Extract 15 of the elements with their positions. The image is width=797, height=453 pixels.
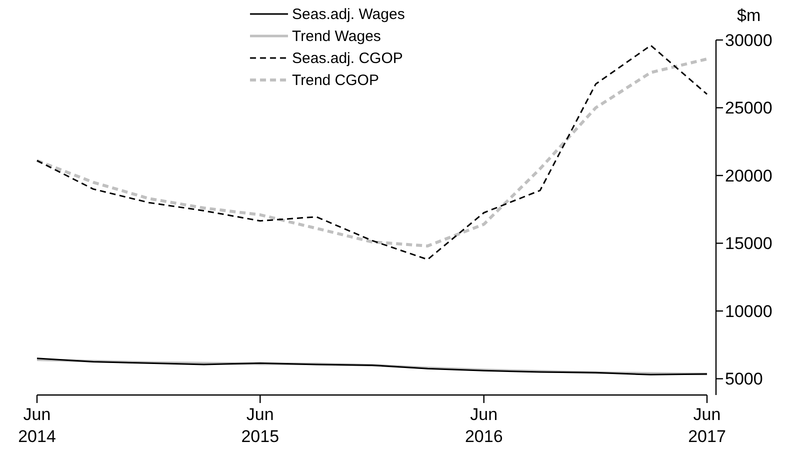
legend-label: Seas.adj. CGOP bbox=[292, 50, 403, 67]
x-tick-label: Jun 2014 bbox=[18, 405, 56, 446]
x-tick-label: Jun 2017 bbox=[688, 405, 726, 446]
x-tick-label: Jun 2015 bbox=[241, 405, 280, 446]
legend-label: Trend Wages bbox=[292, 28, 381, 45]
y-tick-label: 5000 bbox=[725, 370, 763, 389]
x-tick-label: Jun 2016 bbox=[464, 405, 503, 446]
y-tick-label: 30000 bbox=[725, 31, 772, 50]
y-tick-label: 10000 bbox=[725, 302, 772, 321]
legend-label: Seas.adj. Wages bbox=[292, 6, 405, 23]
y-tick-label: 25000 bbox=[725, 98, 772, 118]
y-axis-title: $m bbox=[737, 6, 761, 25]
legend-label: Trend CGOP bbox=[292, 72, 379, 89]
y-tick-label: 20000 bbox=[725, 166, 772, 186]
y-tick-label: 15000 bbox=[725, 234, 772, 254]
